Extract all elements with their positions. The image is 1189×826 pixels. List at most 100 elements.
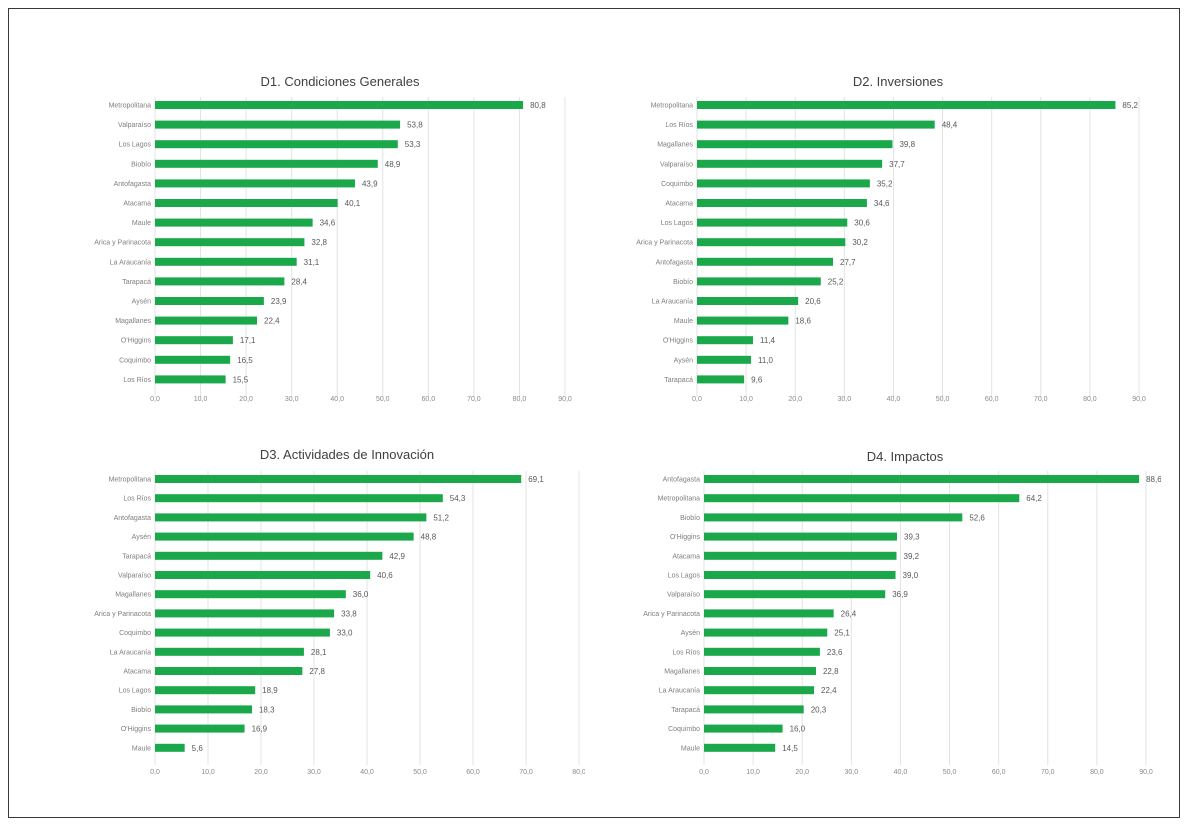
bar (155, 705, 252, 714)
bar (704, 475, 1140, 483)
data-label: 28,1 (311, 648, 327, 657)
x-tick-label: 0,0 (150, 396, 160, 403)
data-label: 30,2 (852, 238, 868, 247)
category-label: Magallanes (657, 142, 693, 149)
category-label: Aysén (132, 299, 151, 306)
bar (155, 647, 304, 656)
category-label: Aysén (674, 357, 693, 364)
category-label: Los Ríos (665, 122, 693, 129)
x-tick-label: 90,0 (1132, 396, 1146, 403)
bar (155, 609, 335, 618)
category-label: Biobío (680, 515, 700, 522)
category-label: Atacama (672, 553, 700, 560)
category-label: Aysén (681, 630, 700, 637)
bar (155, 628, 330, 637)
category-label: Tarapacá (664, 377, 693, 384)
category-label: Arica y Parinacota (94, 240, 151, 247)
category-label: Arica y Parinacota (94, 611, 151, 618)
chart-d2-inversiones: D2. Inversiones 0,0 10,0 20,0 30,0 40,0 50,0 60… (587, 53, 1161, 409)
bar (704, 590, 886, 599)
chart-svg: D4. Impactos 0,0 10,0 20,0 30,0 40,0 50,0 60,0 7… (643, 449, 1161, 776)
category-label: Coquimbo (661, 181, 693, 188)
category-label: Valparaíso (660, 161, 693, 168)
x-tick-label: 20,0 (788, 396, 802, 403)
category-label: Los Lagos (119, 688, 152, 695)
data-label: 33,8 (341, 609, 357, 618)
data-label: 11,4 (760, 336, 776, 345)
bar (697, 297, 799, 305)
x-tick-label: 60,0 (466, 769, 480, 776)
category-label: Coquimbo (668, 726, 700, 733)
category-label: Los Ríos (123, 496, 151, 503)
x-tick-label: 0,0 (692, 396, 702, 403)
x-tick-label: 60,0 (992, 769, 1006, 776)
x-tick-label: 60,0 (985, 396, 999, 403)
category-label: Antofagasta (114, 515, 151, 522)
data-label: 16,0 (790, 725, 806, 734)
data-label: 34,6 (874, 199, 890, 208)
data-label: 36,0 (353, 590, 369, 599)
chart-d1-condiciones-generales: D1. Condiciones Generales 0,0 10,0 20,0 30,0… (45, 53, 585, 409)
bar (155, 724, 245, 733)
bar (155, 316, 258, 325)
data-label: 20,3 (811, 705, 827, 714)
category-label: Maule (674, 318, 693, 325)
data-label: 80,8 (530, 101, 546, 110)
bar (704, 667, 816, 675)
chart-title: D3. Actividades de Innovación (260, 447, 434, 462)
data-label: 17,1 (240, 336, 256, 345)
bar (697, 218, 848, 227)
category-label: Arica y Parinacota (643, 611, 700, 618)
bar (697, 355, 752, 364)
category-label: Atacama (123, 201, 151, 208)
category-label: Maule (132, 220, 151, 227)
category-label: La Araucanía (659, 688, 700, 695)
bar (697, 336, 753, 345)
category-label: O'Higgins (663, 338, 694, 345)
bar (704, 532, 898, 541)
data-label: 14,5 (782, 744, 798, 753)
data-label: 35,2 (877, 179, 893, 188)
data-label: 5,6 (192, 744, 204, 753)
bar (697, 140, 893, 149)
category-label: Biobío (673, 279, 693, 286)
bar (155, 375, 226, 384)
chart-title: D1. Condiciones Generales (261, 74, 420, 89)
bar (155, 513, 427, 522)
chart-title: D4. Impactos (867, 449, 944, 464)
category-label: Aysén (132, 534, 151, 541)
data-label: 39,2 (904, 552, 920, 561)
x-tick-label: 50,0 (936, 396, 950, 403)
x-tick-label: 70,0 (519, 769, 533, 776)
category-label: Biobío (131, 161, 151, 168)
data-label: 20,6 (805, 297, 821, 306)
data-label: 23,6 (827, 648, 843, 657)
category-label: Arica y Parinacota (636, 240, 693, 247)
data-label: 11,0 (758, 356, 774, 365)
data-label: 25,1 (834, 629, 850, 638)
x-tick-label: 80,0 (572, 769, 585, 776)
data-label: 54,3 (450, 494, 466, 503)
bar (697, 101, 1116, 109)
category-label: Antofagasta (663, 477, 700, 484)
x-tick-label: 30,0 (838, 396, 852, 403)
x-tick-label: 10,0 (194, 396, 208, 403)
x-tick-label: 40,0 (360, 769, 374, 776)
category-label: La Araucanía (110, 259, 151, 266)
x-tick-label: 70,0 (1034, 396, 1048, 403)
x-tick-label: 30,0 (307, 769, 321, 776)
category-label: Tarapacá (671, 707, 700, 714)
bar (704, 513, 963, 522)
x-tick-label: 60,0 (422, 396, 436, 403)
bar (697, 277, 821, 286)
data-label: 48,8 (421, 533, 437, 542)
data-label: 48,4 (942, 121, 958, 130)
category-label: Coquimbo (119, 357, 151, 364)
data-label: 32,8 (311, 238, 327, 247)
x-tick-label: 0,0 (699, 769, 709, 776)
x-tick-label: 50,0 (413, 769, 427, 776)
bar (704, 571, 896, 579)
data-label: 18,9 (262, 686, 278, 695)
chart-d3-actividades-innovacion: D3. Actividades de Innovación 0,0 10,0 20,0… (45, 433, 585, 787)
data-label: 37,7 (889, 160, 905, 169)
